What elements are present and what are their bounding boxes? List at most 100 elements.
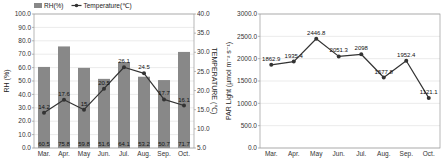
data-label: 15 (81, 101, 88, 107)
line (44, 67, 184, 113)
tick-label: Jun. (98, 150, 110, 157)
grid-line (260, 81, 440, 82)
tick-label: 1000.0 (237, 100, 257, 107)
tick-label: 10.0 (197, 125, 210, 132)
data-label: 71.7 (178, 141, 190, 147)
tick (194, 148, 196, 149)
tick (258, 103, 260, 104)
data-label: 2446.8 (307, 30, 326, 36)
tick-label: 40.0 (197, 10, 210, 17)
tick (258, 125, 260, 126)
grid-line (260, 36, 440, 37)
tick (32, 27, 34, 28)
tick-label: 2000.0 (237, 55, 257, 62)
line (271, 39, 429, 98)
legend-swatch (34, 3, 42, 8)
bar (118, 62, 130, 148)
tick-label: 40.0 (18, 91, 31, 98)
tick-label: Mar. (38, 150, 51, 157)
tick-label: 5.0 (197, 144, 206, 151)
marker (82, 108, 86, 112)
bar (138, 77, 150, 148)
bar (158, 80, 170, 148)
data-label: 53.2 (138, 141, 150, 147)
grid-line (260, 125, 440, 126)
tick (32, 81, 34, 82)
grid-line (260, 103, 440, 104)
plot-area (34, 14, 194, 148)
tick-label: Apr. (288, 150, 300, 158)
tick (194, 109, 196, 110)
axis-label: TEMPERATURE (℃) (210, 48, 218, 115)
marker (102, 87, 106, 91)
figure: 60.575.859.851.664.153.250.771.714.217.6… (0, 0, 444, 162)
tick-label: 100.0 (15, 10, 32, 17)
legend-item: Temperature(℃) (72, 2, 132, 10)
data-label: 2098 (355, 45, 369, 51)
tick-label: Apr. (58, 150, 70, 158)
tick (258, 36, 260, 37)
tick (32, 67, 34, 68)
tick (258, 14, 260, 15)
tick-label: Aug. (137, 150, 151, 158)
tick (32, 148, 34, 149)
tick (32, 94, 34, 95)
tick (194, 71, 196, 72)
tick-label: 70.0 (18, 50, 31, 57)
marker (269, 63, 273, 67)
marker (382, 76, 386, 80)
axis-label: RH (%) (3, 70, 11, 93)
marker (122, 65, 126, 69)
bar (98, 79, 110, 148)
data-label: 75.8 (58, 141, 70, 147)
axis-label: PAR Light (µmol m⁻² s⁻¹) (225, 42, 233, 120)
bar (38, 67, 50, 148)
data-label: 14.2 (38, 104, 50, 110)
data-label: 51.6 (98, 141, 110, 147)
tick-label: 20.0 (18, 117, 31, 124)
marker (142, 71, 146, 75)
tick (32, 134, 34, 135)
marks (269, 37, 431, 100)
tick-label: 80.0 (18, 37, 31, 44)
tick-label: 25.0 (197, 68, 210, 75)
marker (292, 60, 296, 64)
plot-area (260, 14, 440, 148)
tick-label: 35.0 (197, 29, 210, 36)
data-label: 20.5 (98, 80, 110, 86)
data-label: 60.5 (38, 141, 50, 147)
legend-item: RH(%) (34, 2, 64, 10)
data-label: 59.8 (78, 141, 90, 147)
tick-label: 50.0 (18, 77, 31, 84)
tick-label: 1500.0 (237, 77, 257, 84)
data-label: 24.5 (138, 64, 150, 70)
tick (258, 81, 260, 82)
tick (194, 14, 196, 15)
grid-line (34, 27, 194, 28)
data-label: 17.7 (158, 90, 170, 96)
plot-frame (34, 14, 194, 148)
tick (194, 33, 196, 34)
tick-label: 0.0 (248, 144, 257, 151)
tick-label: 30.0 (18, 104, 31, 111)
data-label: 1952.4 (397, 52, 416, 58)
data-labels: 60.575.859.851.664.153.250.771.714.217.6… (38, 58, 190, 146)
marker (314, 37, 318, 41)
tick-label: Sep. (157, 150, 171, 158)
legend-label: RH(%) (44, 2, 64, 10)
tick (194, 128, 196, 129)
tick-label: 20.0 (197, 87, 210, 94)
legend: RH(%) Temperature(℃) (34, 2, 132, 10)
tick-label: May (78, 150, 91, 158)
marker (359, 52, 363, 56)
grid-line (34, 40, 194, 41)
tick (194, 52, 196, 53)
data-label: 64.1 (118, 141, 130, 147)
tick-label: 0.0 (22, 144, 31, 151)
marker (162, 97, 166, 101)
marker (404, 59, 408, 63)
tick-label: 15.0 (197, 106, 210, 113)
tick (32, 121, 34, 122)
data-label: 17.6 (58, 91, 70, 97)
marker (62, 98, 66, 102)
